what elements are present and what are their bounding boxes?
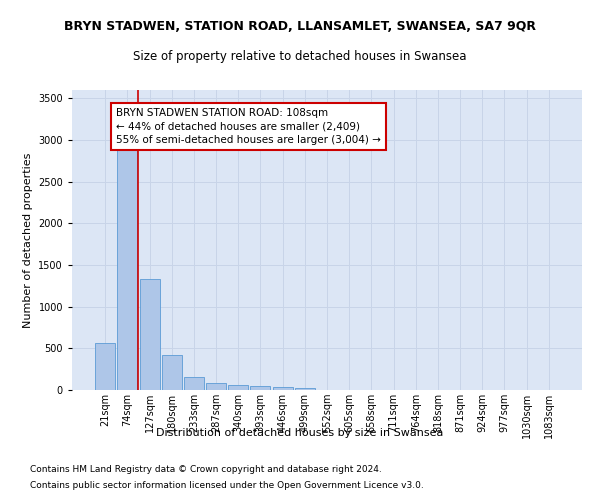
Bar	[295, 388, 315, 390]
Y-axis label: Number of detached properties: Number of detached properties	[23, 152, 32, 328]
Bar	[250, 386, 271, 390]
Bar	[95, 342, 115, 390]
Bar	[272, 386, 293, 390]
Bar	[206, 384, 226, 390]
Text: BRYN STADWEN, STATION ROAD, LLANSAMLET, SWANSEA, SA7 9QR: BRYN STADWEN, STATION ROAD, LLANSAMLET, …	[64, 20, 536, 33]
Text: Contains public sector information licensed under the Open Government Licence v3: Contains public sector information licen…	[30, 480, 424, 490]
Bar	[140, 279, 160, 390]
Bar	[228, 386, 248, 390]
Bar	[162, 355, 182, 390]
Text: Size of property relative to detached houses in Swansea: Size of property relative to detached ho…	[133, 50, 467, 63]
Text: BRYN STADWEN STATION ROAD: 108sqm
← 44% of detached houses are smaller (2,409)
5: BRYN STADWEN STATION ROAD: 108sqm ← 44% …	[116, 108, 381, 144]
Bar	[118, 148, 137, 390]
Text: Contains HM Land Registry data © Crown copyright and database right 2024.: Contains HM Land Registry data © Crown c…	[30, 466, 382, 474]
Text: Distribution of detached houses by size in Swansea: Distribution of detached houses by size …	[157, 428, 443, 438]
Bar	[184, 376, 204, 390]
